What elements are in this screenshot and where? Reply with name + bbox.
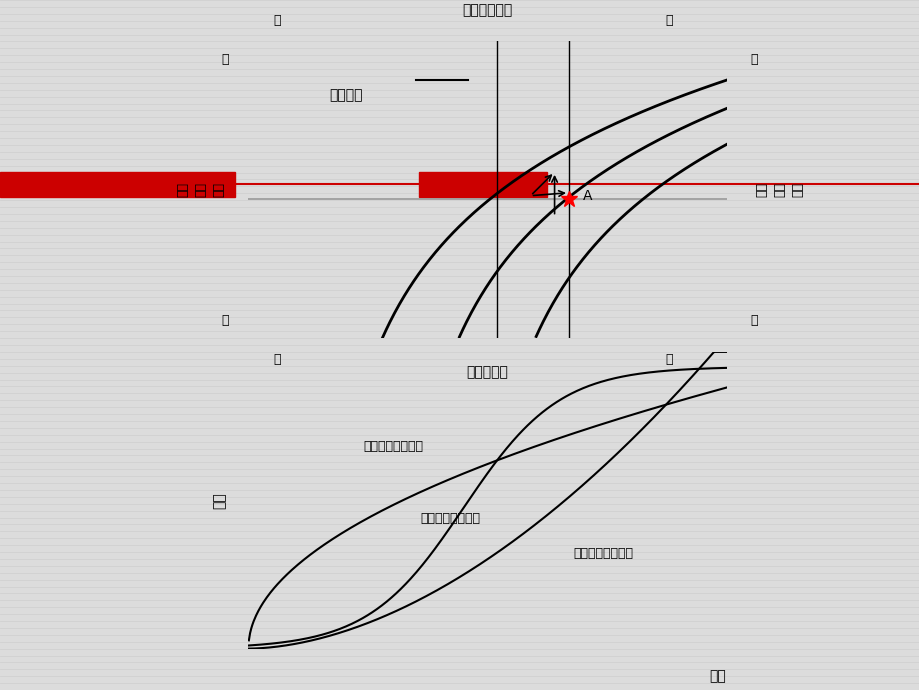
Text: 低: 低 — [273, 353, 280, 366]
Text: 财务
部门
效用: 财务 部门 效用 — [754, 182, 803, 197]
Text: 低: 低 — [221, 314, 229, 327]
Text: 低: 低 — [273, 14, 280, 27]
Text: 销售部门效用: 销售部门效用 — [462, 3, 512, 18]
Text: 效用: 效用 — [212, 492, 226, 509]
Text: 低: 低 — [750, 52, 757, 66]
Text: 高: 高 — [665, 353, 673, 366]
Text: 销售部门风险偏好: 销售部门风险偏好 — [573, 547, 633, 560]
Text: 财务部门风险规避: 财务部门风险规避 — [363, 440, 423, 453]
Text: 高: 高 — [665, 14, 673, 27]
Text: A: A — [583, 188, 592, 203]
Text: 商品销售额: 商品销售额 — [466, 365, 508, 379]
Text: 高: 高 — [750, 314, 757, 327]
Text: 信用部门风险中性: 信用部门风险中性 — [420, 511, 480, 524]
Bar — [0, 172, 234, 197]
Text: 收益曲线: 收益曲线 — [329, 88, 363, 102]
Text: 高: 高 — [221, 52, 229, 66]
Bar — [418, 172, 547, 197]
Text: 风险: 风险 — [708, 669, 725, 683]
Text: 销售
部门
效用: 销售 部门 效用 — [176, 182, 225, 197]
